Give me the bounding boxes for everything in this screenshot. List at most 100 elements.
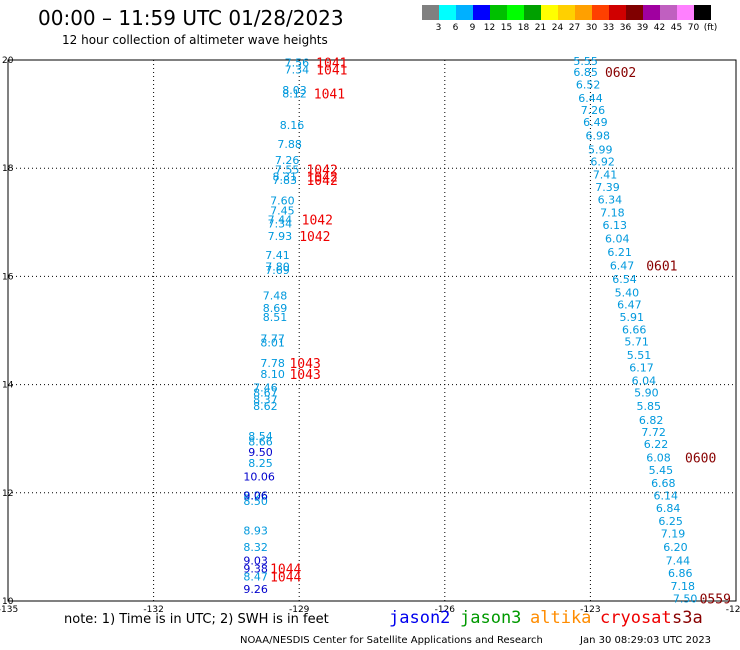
pass-label: 1041: [316, 64, 347, 79]
chart-subtitle: 12 hour collection of altimeter wave hei…: [62, 33, 328, 47]
legend-jason2: jason2: [389, 608, 451, 628]
scale-swatch: [592, 5, 609, 20]
data-label: 6.20: [663, 541, 688, 554]
data-label: 7.19: [661, 527, 686, 540]
data-label: 7.44: [666, 554, 691, 567]
scale-label: 45: [670, 23, 683, 33]
data-label: 6.84: [656, 502, 681, 515]
x-tick-label: -123: [580, 605, 600, 612]
data-label: 7.44: [268, 214, 293, 227]
scale-label: 27: [568, 23, 581, 33]
scale-label: 3: [435, 23, 442, 33]
pass-label: 1044: [270, 571, 301, 586]
scale-swatch: [439, 5, 456, 20]
scale-swatch: [473, 5, 490, 20]
scale-label: 6: [452, 23, 459, 33]
data-label: 7.78: [260, 357, 285, 370]
data-label: 7.88: [277, 138, 302, 151]
data-label: 6.47: [610, 260, 635, 273]
data-label: 7.50: [673, 592, 698, 605]
pass-label: 1042: [299, 230, 330, 245]
data-label: 7.45: [270, 204, 295, 217]
timestamp: Jan 30 08:29:03 UTC 2023: [580, 635, 712, 646]
scale-label: 33: [602, 23, 615, 33]
data-label: 7.77: [260, 333, 285, 346]
data-label: 9.26: [243, 583, 267, 596]
data-label: 6.13: [603, 219, 628, 232]
data-label: 7.55: [275, 163, 300, 176]
legend-cryosat: cryosat: [600, 608, 672, 628]
data-label: 7.83: [273, 174, 298, 187]
scale-label: 18: [517, 23, 530, 33]
data-label: 8.47: [243, 571, 267, 584]
y-tick-label: 10: [2, 597, 14, 607]
credit-text: NOAA/NESDIS Center for Satellite Applica…: [240, 635, 543, 646]
legend-s3a: s3a: [672, 608, 703, 628]
pass-label: 1041: [316, 57, 347, 72]
pass-label: 0600: [685, 452, 716, 467]
data-label: 8.50: [243, 495, 267, 508]
data-label: 7.46: [253, 381, 277, 394]
scale-swatch: [626, 5, 643, 20]
x-tick-label: -132: [143, 605, 163, 612]
data-label: 9.38: [243, 563, 267, 576]
data-label: 8.03: [282, 84, 307, 97]
data-label: 6.49: [583, 116, 608, 129]
data-label: 6.17: [629, 361, 654, 374]
data-label: 6.04: [605, 233, 630, 246]
y-tick-label: 20: [2, 56, 14, 66]
data-label: 6.66: [622, 323, 647, 336]
data-label: 8.93: [243, 525, 267, 538]
scale-label: (ft): [703, 23, 718, 33]
data-label: 7.34: [285, 64, 310, 77]
scale-label: 39: [636, 23, 649, 33]
data-label: 6.86: [668, 567, 693, 580]
data-label: 7.26: [581, 104, 606, 117]
data-label: 5.51: [627, 349, 652, 362]
data-label: 6.98: [586, 130, 611, 143]
scale-label: 24: [551, 23, 564, 33]
scale-label: 42: [653, 23, 666, 33]
legend-jason3: jason3: [460, 608, 522, 628]
data-label: 8.62: [253, 400, 277, 413]
data-label: 9.50: [248, 446, 272, 459]
pass-label: 1044: [270, 563, 301, 578]
scale-label: 70: [687, 23, 700, 33]
data-label: 8.51: [263, 311, 288, 324]
data-label: 5.99: [588, 143, 613, 156]
data-label: 5.91: [620, 311, 645, 324]
data-label: 6.22: [644, 438, 669, 451]
data-label: 6.68: [651, 477, 676, 490]
data-label: 7.41: [593, 169, 618, 182]
plot-area: -135 -132 -129 -126 -123 -120 10 12 14 16 18 20 7.56…: [0, 55, 740, 612]
data-label: 5.40: [615, 287, 640, 300]
y-tick-label: 16: [2, 272, 14, 282]
data-label: 6.04: [632, 374, 657, 387]
scale-swatch: [660, 5, 677, 20]
pass-label: 1041: [314, 88, 345, 103]
scale-swatch: [643, 5, 660, 20]
data-label: 5.90: [634, 387, 659, 400]
scale-swatch: [490, 5, 507, 20]
data-label: 8.69: [263, 302, 288, 315]
data-label: 8.25: [248, 457, 272, 470]
scale-label: 15: [500, 23, 513, 33]
scale-swatch: [677, 5, 694, 20]
data-label: 7.80: [265, 261, 290, 274]
data-label: 7.39: [595, 181, 620, 194]
data-label: 7.69: [265, 264, 290, 277]
x-tick-label: -126: [435, 605, 456, 612]
scale-swatch: [558, 5, 575, 20]
data-label: 6.34: [598, 194, 623, 207]
scale-swatch: [609, 5, 626, 20]
pass-label: 0602: [605, 66, 636, 81]
x-tick-label: -120: [726, 605, 740, 612]
pass-label: 1042: [306, 174, 337, 189]
scale-swatch: [422, 5, 439, 20]
data-label: 5.55: [573, 55, 598, 68]
scale-label: 9: [469, 23, 476, 33]
data-label: 8.66: [248, 435, 272, 448]
chart-title: 00:00 – 11:59 UTC 01/28/2023: [38, 6, 344, 30]
scale-swatch: [694, 5, 711, 20]
data-label: 8.54: [248, 430, 272, 443]
